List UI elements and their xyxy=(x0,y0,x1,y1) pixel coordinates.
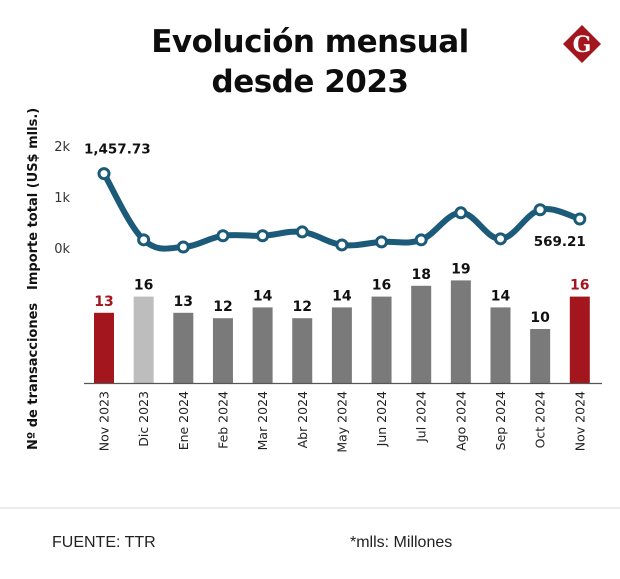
bar xyxy=(411,285,432,383)
line-point-annotation: 1,457.73 xyxy=(84,142,151,158)
bar-value-label: 14 xyxy=(491,288,511,304)
x-category-label: Ago 2024 xyxy=(453,391,468,451)
x-category-label: Feb 2024 xyxy=(215,391,230,449)
logo-diamond xyxy=(563,25,601,63)
line-point xyxy=(375,235,389,249)
line-point xyxy=(256,229,270,243)
line-point xyxy=(573,212,587,226)
bar-value-label: 16 xyxy=(570,278,589,294)
chart-area: Importe total (US$ mlls.) Nº de transacc… xyxy=(26,108,602,453)
brand-logo-icon: G xyxy=(563,25,601,63)
bar xyxy=(212,318,233,383)
line-point xyxy=(454,206,468,220)
x-category-label: Mar 2024 xyxy=(255,391,270,450)
bar xyxy=(292,318,313,383)
x-category-label: Oct 2024 xyxy=(533,391,548,448)
bar xyxy=(173,312,194,383)
line-point xyxy=(97,167,111,181)
line-point xyxy=(335,238,349,252)
bar xyxy=(530,329,551,383)
units-note: *mlls: Millones xyxy=(350,534,453,551)
x-category-label: Dic 2023 xyxy=(136,391,151,447)
bar-value-label: 18 xyxy=(411,267,430,283)
bar xyxy=(450,280,471,383)
bar-value-label: 19 xyxy=(451,261,470,277)
line-y-tick-label: 2k xyxy=(54,140,70,155)
x-category-labels: Nov 2023 Dic 2023 Ene 2024 Feb 2024 Mar 2024… xyxy=(97,391,588,453)
x-category-label: Sep 2024 xyxy=(493,391,508,450)
source-note: FUENTE: TTR xyxy=(52,534,156,551)
chart-title-line2: desde 2023 xyxy=(211,64,409,100)
bar-value-label: 16 xyxy=(372,278,391,294)
bar xyxy=(252,307,273,383)
x-category-label: Abr 2024 xyxy=(295,391,310,448)
bar-series xyxy=(94,280,590,383)
bar-value-label: 13 xyxy=(174,294,193,310)
chart-title-line1: Evolución mensual xyxy=(151,24,469,60)
x-category-label: Nov 2024 xyxy=(572,391,587,451)
line-point xyxy=(494,232,507,246)
x-category-label: Jun 2024 xyxy=(374,391,389,447)
line-y-ticks: 0k 1k 2k xyxy=(54,140,70,257)
bar-value-labels: 13 16 13 12 14 12 14 16 18 19 14 10 16 xyxy=(94,261,589,326)
logo-letter: G xyxy=(573,32,592,58)
line-series-points xyxy=(97,167,587,254)
x-category-label: Jul 2024 xyxy=(414,391,429,443)
bar-value-label: 16 xyxy=(134,278,153,294)
line-series-path xyxy=(101,170,583,252)
footer-divider xyxy=(0,507,620,509)
line-point xyxy=(176,240,190,254)
line-point-annotation: 569.21 xyxy=(534,234,586,250)
bar-value-label: 10 xyxy=(530,310,550,326)
x-category-label: May 2024 xyxy=(334,391,349,453)
line-y-tick-label: 0k xyxy=(54,242,70,257)
bar xyxy=(133,296,154,383)
line-annotations: 1,457.73 569.21 xyxy=(84,142,586,250)
bar-y-axis-label: Nº de transacciones xyxy=(26,303,41,450)
bar-value-label: 13 xyxy=(94,294,113,310)
line-y-tick-label: 1k xyxy=(54,191,70,206)
x-category-label: Nov 2023 xyxy=(97,391,112,451)
line-point xyxy=(295,225,309,239)
bar xyxy=(94,312,114,383)
bar xyxy=(490,307,511,383)
line-point xyxy=(414,233,428,247)
bar-value-label: 14 xyxy=(253,288,273,304)
bar-value-label: 12 xyxy=(293,299,312,315)
line-point xyxy=(137,233,151,247)
bar-value-label: 12 xyxy=(213,299,232,315)
bar xyxy=(569,296,590,383)
line-point xyxy=(533,203,547,217)
line-y-axis-label: Importe total (US$ mlls.) xyxy=(26,108,41,290)
chart-title: Evolución mensual desde 2023 xyxy=(0,22,620,102)
x-category-label: Ene 2024 xyxy=(176,391,191,450)
line-point xyxy=(216,229,230,243)
bar-value-label: 14 xyxy=(332,288,352,304)
bar xyxy=(371,296,392,383)
bar xyxy=(331,307,352,383)
